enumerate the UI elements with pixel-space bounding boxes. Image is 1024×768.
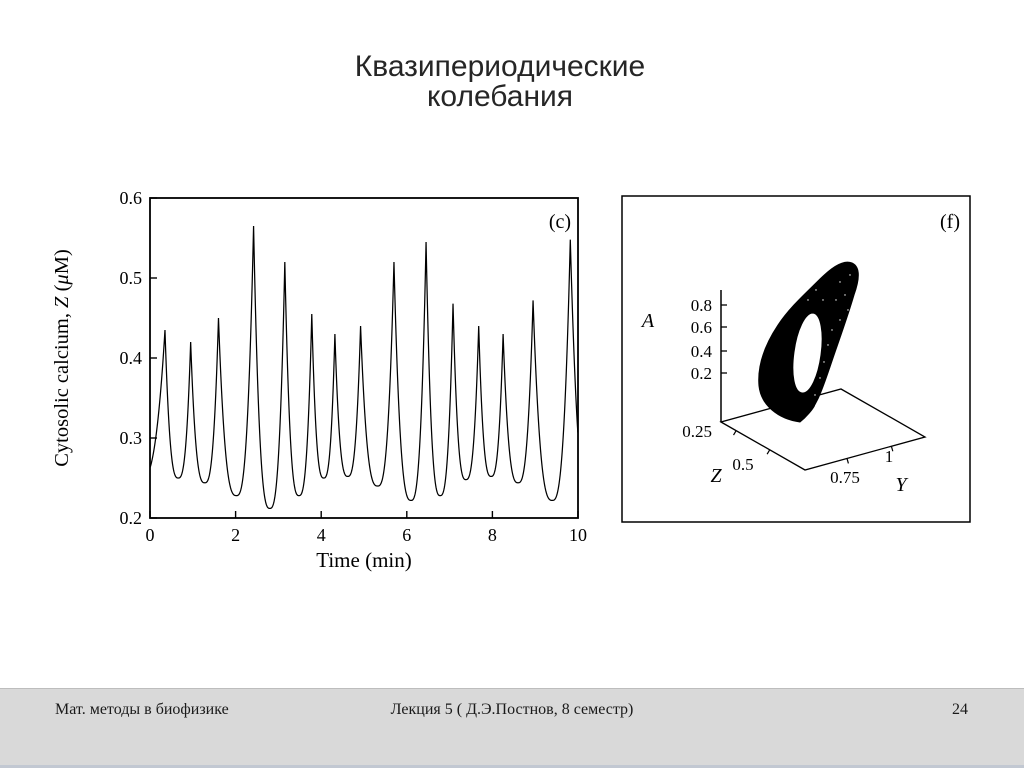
svg-text:0.5: 0.5 — [120, 268, 143, 288]
footer-course-label: Мат. методы в биофизике — [55, 701, 229, 718]
slide-title-line2: колебания — [426, 80, 574, 113]
svg-text:2: 2 — [231, 525, 240, 545]
y-axis-label-3d: Y — [895, 474, 908, 496]
timeseries-panel: 0 2 4 6 8 10 0.2 0.3 0.4 0.5 0.6 (c) Time (min) Cytos… — [51, 188, 587, 572]
svg-text:0.6: 0.6 — [691, 318, 712, 337]
footer-lecture-label: Лекция 5 ( Д.Э.Постнов, 8 семестр) — [390, 701, 634, 718]
footer-page-number: 24 — [952, 701, 968, 718]
svg-text:0.5: 0.5 — [732, 455, 753, 474]
svg-text:0.75: 0.75 — [830, 468, 860, 487]
svg-text:0.2: 0.2 — [691, 364, 712, 383]
svg-text:0.2: 0.2 — [120, 508, 143, 528]
footer-bar: Мат. методы в биофизике Лекция 5 ( Д.Э.П… — [0, 688, 1024, 768]
svg-text:0: 0 — [146, 525, 155, 545]
panel-label-f: (f) — [940, 211, 960, 233]
z-axis-label: Z — [710, 465, 722, 487]
svg-text:6: 6 — [402, 525, 411, 545]
slide-title-line1: Квазипериодические — [354, 50, 646, 83]
a-axis-label: A — [640, 310, 655, 332]
timeseries-axes-ticks — [149, 197, 579, 519]
slide-title: Квазипериодические колебания — [0, 52, 1000, 112]
svg-text:8: 8 — [488, 525, 497, 545]
torus-speckles — [807, 274, 851, 396]
svg-text:1: 1 — [885, 447, 894, 466]
footer-bottom-edge — [0, 765, 1024, 768]
svg-text:4: 4 — [317, 525, 326, 545]
x-axis-title: Time (min) — [316, 548, 411, 572]
torus-attractor — [758, 261, 859, 423]
calcium-trace — [149, 225, 579, 510]
svg-text:0.4: 0.4 — [691, 342, 713, 361]
figure-panels: 0 2 4 6 8 10 0.2 0.3 0.4 0.5 0.6 (c) Time (min) Cytos… — [51, 188, 971, 572]
svg-text:0.4: 0.4 — [120, 348, 143, 368]
svg-text:0.25: 0.25 — [682, 422, 712, 441]
svg-text:0.6: 0.6 — [120, 188, 143, 208]
svg-text:0.8: 0.8 — [691, 296, 712, 315]
svg-text:10: 10 — [569, 525, 587, 545]
y-axis-title: Cytosolic calcium, Z (μM) — [51, 249, 73, 467]
attractor-panel: (f) 0.8 0.6 0.4 0.2 A 0.25 0.5 Z 0.75 1Y — [621, 195, 971, 523]
panel-label-c: (c) — [549, 211, 571, 233]
svg-text:0.3: 0.3 — [120, 428, 143, 448]
